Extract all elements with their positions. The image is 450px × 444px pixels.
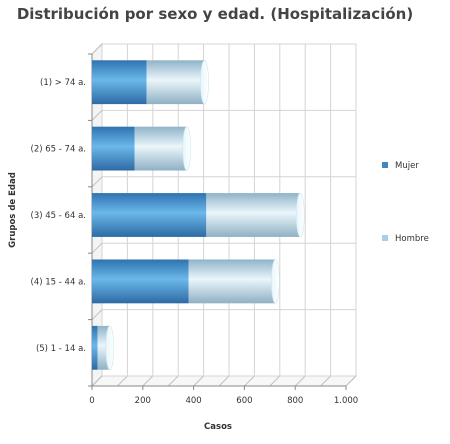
category-label: (5) 1 - 14 a. (36, 344, 86, 354)
category-label: (1) > 74 a. (40, 78, 86, 88)
bar-mujer-5 (92, 325, 98, 370)
category-label: (4) 15 - 44 a. (31, 277, 86, 287)
legend-swatch-mujer (382, 162, 388, 168)
y-gridline-side (91, 309, 103, 320)
bar-hombre-4 (188, 259, 276, 304)
x-gridline-floor (167, 375, 179, 387)
x-tick-label: 800 (287, 396, 303, 406)
y-gridline-side (91, 375, 103, 387)
bar-mujer-4 (92, 259, 189, 304)
x-gridline-floor (320, 375, 331, 387)
x-gridline-floor (345, 375, 357, 387)
bar-hombre-3 (206, 193, 301, 237)
x-gridline-floor (193, 375, 204, 387)
bar-mujer-2 (92, 126, 135, 171)
bar-end-cap (105, 325, 115, 371)
legend-swatch-hombre (382, 235, 388, 241)
bars-layer (92, 59, 305, 371)
x-tick-label: 400 (185, 396, 201, 406)
x-tick-label: 600 (236, 396, 252, 406)
y-gridline-side (91, 43, 103, 55)
bar-mujer-3 (92, 193, 207, 237)
category-label: (2) 65 - 74 a. (31, 145, 86, 155)
bar-hombre-2 (134, 126, 187, 171)
y-gridline-side (91, 110, 103, 121)
legend: Mujer Hombre (382, 161, 429, 244)
bar-end-cap (182, 126, 192, 171)
legend-label-hombre: Hombre (395, 234, 429, 244)
bar-end-cap (200, 59, 209, 105)
x-gridline-floor (218, 375, 230, 387)
x-gridline-floor (117, 375, 128, 387)
labels-layer: 0 200 400 600 800 1.000 (1) > 74 a. (2) 65 - 74… (31, 78, 359, 406)
x-gridline-floor (294, 375, 306, 387)
legend-label-mujer: Mujer (395, 161, 419, 171)
bar-mujer-1 (92, 60, 147, 105)
y-gridline-side (91, 242, 103, 254)
x-gridline-floor (244, 375, 255, 387)
x-tick-label: 200 (135, 396, 151, 406)
chart-title: Distribución por sexo y edad. (Hospitali… (16, 5, 414, 23)
x-gridline-floor (142, 375, 154, 387)
category-label: (3) 45 - 64 a. (31, 211, 86, 221)
bar-hombre-1 (146, 60, 205, 105)
x-gridline-floor (269, 375, 281, 387)
x-tick-label: 1.000 (334, 396, 358, 406)
x-axis-title: Casos (204, 422, 232, 432)
bar-end-cap (271, 259, 280, 304)
y-gridline-side (91, 176, 103, 188)
y-axis-title: Grupos de Edad (8, 172, 18, 248)
bar-end-cap (295, 192, 305, 238)
x-tick-label: 0 (89, 396, 94, 406)
